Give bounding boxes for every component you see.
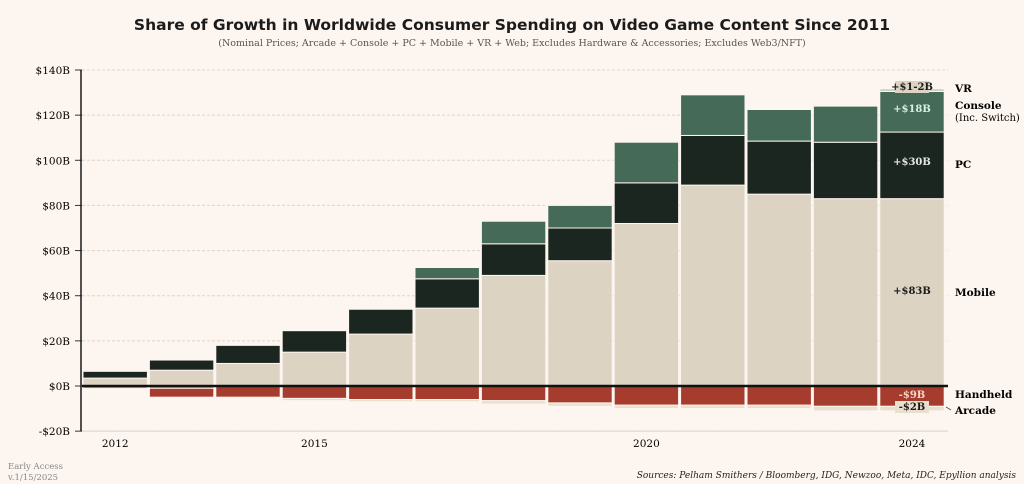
bar-segment-handheld <box>414 385 480 401</box>
sources-note: Sources: Pelham Smithers / Bloomberg, ID… <box>636 471 1016 481</box>
bar-segment-arcade <box>82 387 148 390</box>
bar-segment-handheld <box>215 385 281 398</box>
bar-segment-arcade <box>281 397 348 402</box>
bar-segment-pc <box>613 182 680 224</box>
bar-segment-pc <box>746 140 812 195</box>
bar-segment-console <box>879 90 945 133</box>
bar-segment-arcade <box>414 399 480 403</box>
bar-segment-pc <box>348 308 414 335</box>
bar-segment-mobile <box>613 222 680 387</box>
bar-segment-console <box>680 94 746 136</box>
y-tick-label: $100B <box>36 155 71 167</box>
annotation-vr: +$1-2B <box>891 82 933 93</box>
bar-segment-arcade <box>547 402 613 407</box>
bar-segment-handheld <box>680 385 746 406</box>
bar-segment-pc <box>480 243 547 276</box>
bar-segment-console <box>746 109 812 142</box>
bar-segment-pc <box>680 134 746 186</box>
legend-label-arcade: Arcade <box>954 405 996 417</box>
legend-label-mobile: Mobile <box>955 287 996 299</box>
early-access-label: Early Access <box>8 462 63 472</box>
annotation-arcade: -$2B <box>899 402 926 413</box>
bar-segment-pc <box>215 344 281 364</box>
y-tick-label: $140B <box>36 65 71 77</box>
legend-label-handheld: Handheld <box>955 389 1013 401</box>
bar-segment-mobile <box>812 198 879 387</box>
y-tick-label: $120B <box>36 110 71 122</box>
annotation-handheld: -$9B <box>899 390 926 401</box>
bar-segment-handheld <box>613 385 680 406</box>
bar-segment-arcade <box>348 399 414 403</box>
bar-segment-pc <box>82 370 148 379</box>
bar-segment-mobile <box>480 274 547 387</box>
version-note: Early Access v.1/15/2025 <box>8 462 63 484</box>
bar-segment-mobile <box>879 198 945 387</box>
y-tick-label: $20B <box>42 336 70 348</box>
bar-segment-console <box>613 141 680 184</box>
y-tick-label: $60B <box>42 246 70 258</box>
bar-segment-handheld <box>348 385 414 401</box>
legend-label-console-note: (Inc. Switch) <box>955 113 1020 124</box>
bar-segment-mobile <box>148 369 215 387</box>
bar-segment-arcade <box>148 396 215 399</box>
chart-subtitle: (Nominal Prices; Arcade + Console + PC +… <box>218 38 806 49</box>
bar-segment-handheld <box>148 387 215 398</box>
bar-segment-arcade <box>680 404 746 410</box>
y-tick-label: $0B <box>49 381 70 393</box>
bar-segment-pc <box>547 227 613 262</box>
annotation-pc: +$30B <box>893 157 931 168</box>
annotation-bg <box>895 401 929 413</box>
bar-segment-mobile <box>215 362 281 387</box>
bar-segment-handheld <box>480 385 547 402</box>
bar-segment-mobile <box>348 333 414 387</box>
x-tick-label: 2024 <box>899 438 926 450</box>
y-tick-label: $40B <box>42 291 70 303</box>
bar-segment-handheld <box>746 385 812 406</box>
bar-segment-mobile <box>281 351 348 387</box>
bar-segment-console <box>480 220 547 245</box>
y-tick-label: $80B <box>42 200 70 212</box>
y-tick-label: -$20B <box>39 426 71 438</box>
bar-segment-console <box>414 267 480 280</box>
legend-label-console: Console <box>955 100 1002 112</box>
bar-segment-arcade <box>812 405 879 412</box>
bar-segment-pc <box>879 131 945 200</box>
annotation-bg <box>895 81 929 93</box>
bar-segment-pc <box>281 330 348 353</box>
bar-segment-mobile <box>746 193 812 387</box>
bar-segment-handheld <box>812 385 879 407</box>
chart-title: Share of Growth in Worldwide Consumer Sp… <box>133 16 891 34</box>
x-tick-label: 2020 <box>633 438 660 450</box>
bar-segment-pc <box>148 359 215 371</box>
bar-segment-pc <box>812 141 879 200</box>
annotation-mobile: +$83B <box>893 286 931 297</box>
bar-segment-pc <box>414 278 480 309</box>
x-tick-label: 2012 <box>102 438 129 450</box>
bar-segment-arcade <box>746 404 812 410</box>
bar-segment-arcade <box>480 400 547 405</box>
bar-segment-arcade <box>215 396 281 399</box>
bar-segment-console <box>547 204 613 229</box>
bar-segment-console <box>812 105 879 143</box>
arcade-leader-line <box>945 406 952 411</box>
bar-segment-handheld <box>547 385 613 404</box>
version-label: v.1/15/2025 <box>8 473 59 483</box>
bar-segment-mobile <box>414 307 480 387</box>
x-tick-label: 2015 <box>301 438 328 450</box>
bar-segment-mobile <box>547 260 613 387</box>
annotation-console: +$18B <box>893 104 931 115</box>
bar-segment-mobile <box>680 184 746 387</box>
legend-label-pc: PC <box>955 159 971 171</box>
bar-segment-arcade <box>613 404 680 410</box>
bar-segment-handheld <box>281 385 348 399</box>
legend-label-vr: VR <box>954 83 972 95</box>
